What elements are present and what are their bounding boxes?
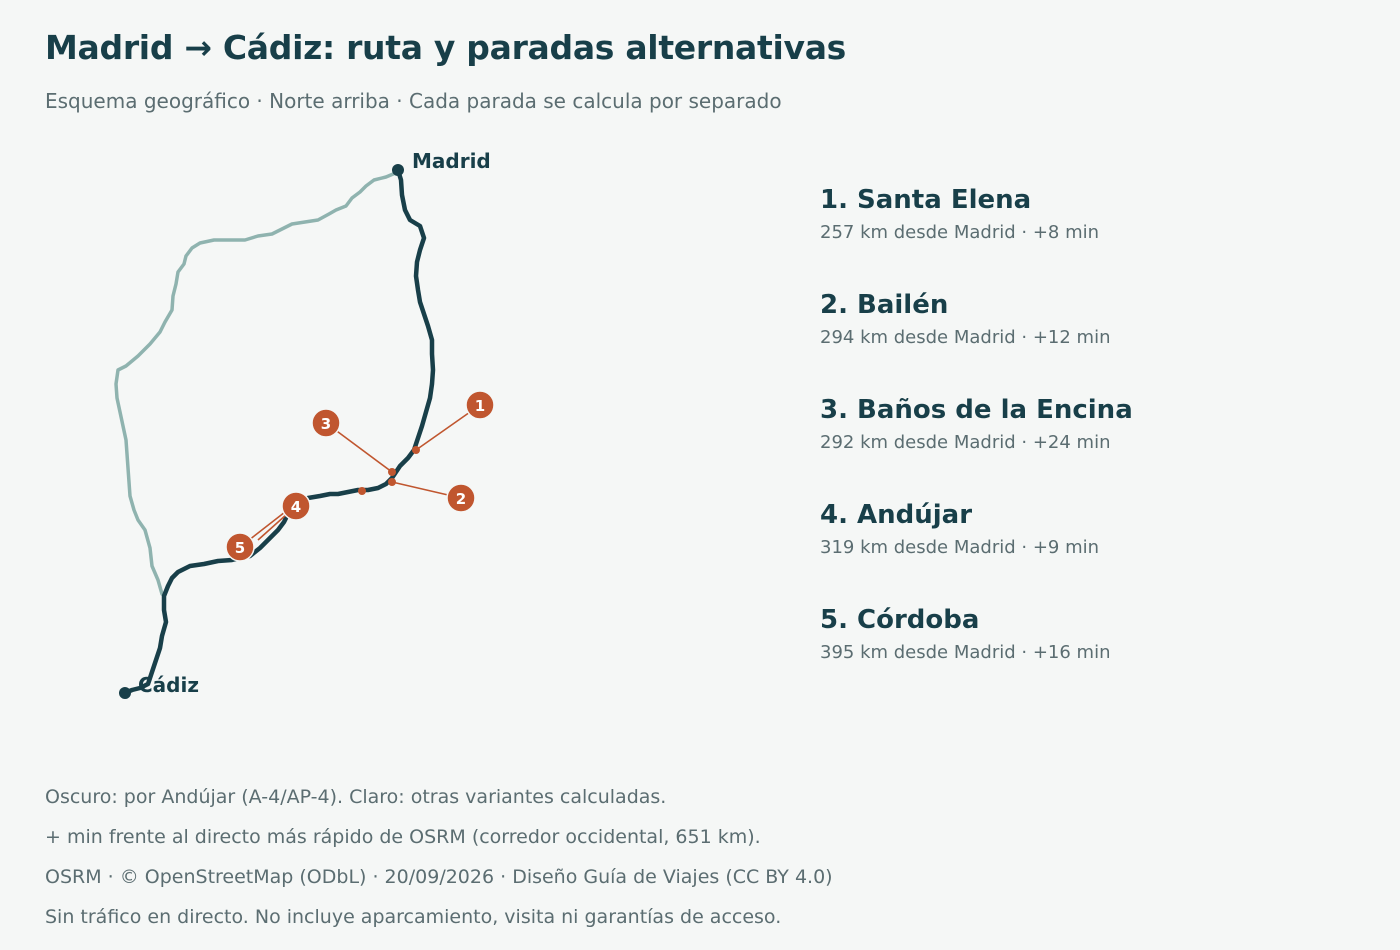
madrid-endpoint[interactable] <box>392 164 404 176</box>
stops-list: 1. Santa Elena 257 km desde Madrid · +8 … <box>820 180 1360 705</box>
stop-point-1 <box>412 446 420 454</box>
stop-point-2 <box>388 478 396 486</box>
stop-marker-4[interactable]: 4 <box>281 491 311 521</box>
stop-name: 2. Bailén <box>820 290 949 320</box>
stop-item-banos-de-la-encina[interactable]: 3. Baños de la Encina 292 km desde Madri… <box>820 390 1360 495</box>
stop-item-bailen[interactable]: 2. Bailén 294 km desde Madrid · +12 min <box>820 285 1360 390</box>
stop-detail: 294 km desde Madrid · +12 min <box>820 327 1111 348</box>
stop-leaders <box>239 404 481 548</box>
cadiz-label: Cádiz <box>138 673 199 697</box>
stop-marker-label: 1 <box>475 397 485 415</box>
alternative-route <box>114 170 400 596</box>
stop-marker-label: 3 <box>321 415 331 433</box>
stop-marker-label: 5 <box>235 539 245 557</box>
stop-detail: 395 km desde Madrid · +16 min <box>820 642 1111 663</box>
stop-name: 4. Andújar <box>820 500 973 530</box>
stop-detail: 292 km desde Madrid · +24 min <box>820 432 1111 453</box>
stop-name: 3. Baños de la Encina <box>820 395 1133 425</box>
stop-marker-5[interactable]: 5 <box>225 532 255 562</box>
page-title: Madrid → Cádiz: ruta y paradas alternati… <box>45 28 847 67</box>
footnotes: Oscuro: por Andújar (A-4/AP-4). Claro: o… <box>45 777 833 937</box>
main-route <box>122 167 436 696</box>
disclaimer-note: Sin tráfico en directo. No incluye aparc… <box>45 906 782 928</box>
stop-detail: 257 km desde Madrid · +8 min <box>820 222 1100 243</box>
stop-point-3 <box>388 468 396 476</box>
stop-item-santa-elena[interactable]: 1. Santa Elena 257 km desde Madrid · +8 … <box>820 180 1360 285</box>
stop-item-cordoba[interactable]: 5. Córdoba 395 km desde Madrid · +16 min <box>820 600 1360 705</box>
cadiz-endpoint[interactable] <box>119 687 131 699</box>
stop-item-andujar[interactable]: 4. Andújar 319 km desde Madrid · +9 min <box>820 495 1360 600</box>
stop-detail: 319 km desde Madrid · +9 min <box>820 537 1100 558</box>
stop-marker-1[interactable]: 1 <box>465 390 495 420</box>
stop-name: 1. Santa Elena <box>820 185 1032 215</box>
stop-point-4 <box>358 487 366 495</box>
stop-name: 5. Córdoba <box>820 605 980 635</box>
stop-marker-label: 4 <box>291 498 301 516</box>
stop-marker-label: 2 <box>456 490 466 508</box>
stop-marker-2[interactable]: 2 <box>446 483 476 513</box>
page-subtitle: Esquema geográfico · Norte arriba · Cada… <box>45 89 782 113</box>
madrid-label: Madrid <box>412 149 491 173</box>
time-note: + min frente al directo más rápido de OS… <box>45 826 761 848</box>
stop-marker-3[interactable]: 3 <box>311 408 341 438</box>
attribution-note: OSRM · © OpenStreetMap (ODbL) · 20/09/20… <box>45 866 833 888</box>
legend-note: Oscuro: por Andújar (A-4/AP-4). Claro: o… <box>45 786 667 808</box>
route-map: 1 2 3 4 5 Madrid Cádiz <box>114 149 495 699</box>
